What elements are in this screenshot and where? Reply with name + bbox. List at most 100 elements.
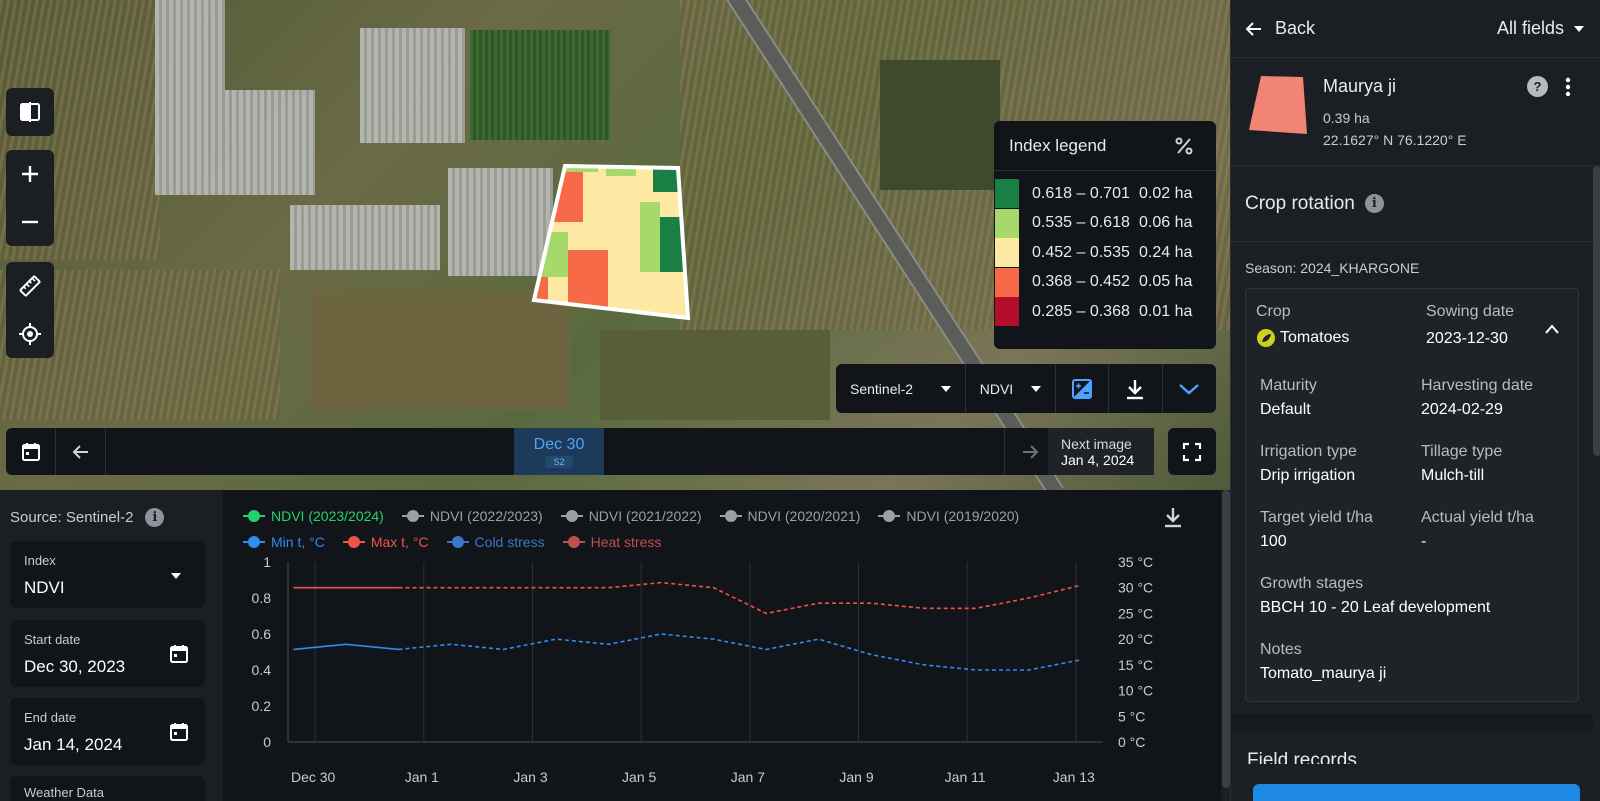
- min-t-c-line-solid: [293, 643, 399, 651]
- calendar-icon[interactable]: [169, 722, 189, 742]
- ruler-icon: [19, 275, 41, 297]
- split-view-icon: [20, 102, 40, 122]
- crosshair-icon: [19, 323, 41, 345]
- next-image-date: Jan 4, 2024: [1061, 451, 1135, 468]
- fullscreen-icon: [1182, 442, 1202, 461]
- legend-label: NDVI (2023/2024): [271, 508, 384, 524]
- measure-button[interactable]: [6, 262, 54, 310]
- info-icon[interactable]: i: [145, 508, 165, 527]
- index-select-value: NDVI: [979, 380, 1014, 397]
- legend-item[interactable]: Cold stress: [446, 534, 545, 550]
- zoom-control: [6, 150, 54, 246]
- chart-plot: Dec 30 Jan 1 Jan 3 Jan 5 Jan 7 Jan 9 Jan 11 Jan…: [252, 554, 1154, 785]
- crop-card: Crop Tomatoes Sowing date 2023-12-30 Mat…: [1245, 288, 1579, 702]
- chart-scrollbar[interactable]: [1222, 490, 1230, 801]
- satellite-select[interactable]: Sentinel-2: [836, 364, 966, 413]
- all-fields-dropdown[interactable]: All fields: [1497, 18, 1584, 39]
- chevron-up-icon[interactable]: [1544, 323, 1560, 335]
- y-right-tick-label: 10 °C: [1118, 683, 1153, 699]
- legend-item[interactable]: Max t, °C: [342, 534, 429, 550]
- satellite-map[interactable]: Index legend 0.618 – 0.701 0.02 ha 0.535 …: [0, 0, 1230, 490]
- my-location-button[interactable]: [6, 310, 54, 358]
- legend-item[interactable]: Min t, °C: [243, 534, 325, 550]
- end-date-label: End date: [24, 710, 77, 725]
- end-date-field[interactable]: End date Jan 14, 2024: [10, 698, 205, 765]
- start-date-field[interactable]: Start date Dec 30, 2023: [10, 620, 205, 687]
- index-dropdown[interactable]: Index NDVI: [10, 541, 205, 608]
- harvesting-date-label: Harvesting date: [1421, 377, 1534, 394]
- legend-item[interactable]: NDVI (2022/2023): [401, 508, 543, 524]
- next-section-title: Field records: [1247, 750, 1357, 764]
- y-right-tick-label: 0 °C: [1118, 734, 1145, 750]
- legend-area: 0.06 ha: [1139, 214, 1193, 232]
- legend-range: 0.285 – 0.368: [1032, 302, 1130, 320]
- all-fields-label: All fields: [1496, 18, 1564, 38]
- calendar-icon: [21, 442, 40, 461]
- x-tick-label: Jan 7: [731, 769, 765, 785]
- chevron-down-icon: [940, 385, 951, 392]
- percent-toggle-icon[interactable]: [1174, 136, 1194, 156]
- legend-range: 0.368 – 0.452: [1032, 273, 1130, 291]
- map-greenhouse: [290, 205, 440, 270]
- y-right-tick-label: 30 °C: [1118, 580, 1153, 596]
- weather-data-field[interactable]: Weather Data: [10, 776, 205, 801]
- min-t-c-line: [398, 633, 1082, 671]
- legend-item[interactable]: NDVI (2019/2020): [878, 508, 1019, 524]
- notes-label: Notes: [1260, 641, 1302, 658]
- help-icon[interactable]: ?: [1527, 76, 1548, 97]
- legend-range: 0.452 – 0.535: [1032, 243, 1130, 261]
- x-tick-label: Jan 1: [405, 769, 439, 785]
- contrast-button[interactable]: [1056, 364, 1110, 413]
- legend-item[interactable]: NDVI (2020/2021): [719, 508, 861, 524]
- previous-image-button[interactable]: [56, 428, 106, 475]
- info-icon[interactable]: i: [1364, 194, 1384, 213]
- chart-legend-weather: Min t, °C Max t, °C Cold stress Heat str…: [243, 534, 661, 550]
- legend-item[interactable]: NDVI (2023/2024): [243, 508, 384, 524]
- timeline-active-date[interactable]: Dec 30 S2: [514, 428, 604, 475]
- legend-swatch: [995, 179, 1019, 209]
- calendar-button[interactable]: [6, 428, 56, 475]
- legend-label: NDVI (2021/2022): [588, 508, 702, 524]
- legend-label: NDVI (2020/2021): [747, 508, 861, 524]
- x-tick-label: Jan 13: [1053, 769, 1095, 785]
- more-vertical-icon[interactable]: [1565, 76, 1571, 98]
- source-text: Source: Sentinel-2: [10, 509, 134, 526]
- legend-marker: [562, 536, 585, 548]
- map-dark-field: [880, 60, 1000, 190]
- calendar-icon[interactable]: [169, 644, 189, 664]
- minus-icon: [22, 220, 38, 224]
- chart-scrollbar-thumb[interactable]: [1222, 490, 1230, 788]
- legend-swatch: [995, 267, 1019, 297]
- map-greenhouse: [360, 28, 465, 143]
- next-image-arrow-button[interactable]: [1004, 428, 1054, 475]
- split-compare-button[interactable]: [6, 88, 54, 136]
- next-image-button[interactable]: Next image Jan 4, 2024: [1048, 428, 1154, 475]
- legend-label: Min t, °C: [271, 534, 325, 550]
- target-yield-value: 100: [1260, 533, 1287, 550]
- zoom-in-button[interactable]: [6, 150, 54, 198]
- crop-label: Crop: [1256, 303, 1291, 320]
- legend-item[interactable]: NDVI (2021/2022): [560, 508, 702, 524]
- legend-marker: [446, 536, 469, 548]
- collapse-toolbar-button[interactable]: [1163, 364, 1216, 413]
- chevron-down-icon: [1179, 383, 1200, 395]
- back-button[interactable]: Back: [1245, 18, 1315, 39]
- fullscreen-button[interactable]: [1168, 428, 1216, 475]
- legend-area: 0.02 ha: [1139, 184, 1193, 202]
- legend-marker: [878, 510, 901, 522]
- chevron-down-icon: [1030, 385, 1041, 392]
- field-name: Maurya ji: [1323, 76, 1397, 96]
- legend-marker: [243, 536, 265, 548]
- index-select[interactable]: NDVI: [966, 364, 1056, 413]
- download-icon[interactable]: [1163, 506, 1183, 528]
- field-ndvi-overlay[interactable]: [528, 162, 693, 328]
- zoom-out-button[interactable]: [6, 198, 54, 246]
- panel-scrollbar[interactable]: [1593, 166, 1600, 456]
- legend-item[interactable]: Heat stress: [562, 534, 661, 550]
- legend-row: 0.535 – 0.618 0.06 ha: [994, 208, 1216, 239]
- maturity-value: Default: [1260, 401, 1311, 418]
- download-image-button[interactable]: [1109, 364, 1163, 413]
- legend-label: Max t, °C: [370, 534, 429, 550]
- legend-marker: [560, 510, 583, 522]
- primary-action-button[interactable]: [1253, 784, 1580, 801]
